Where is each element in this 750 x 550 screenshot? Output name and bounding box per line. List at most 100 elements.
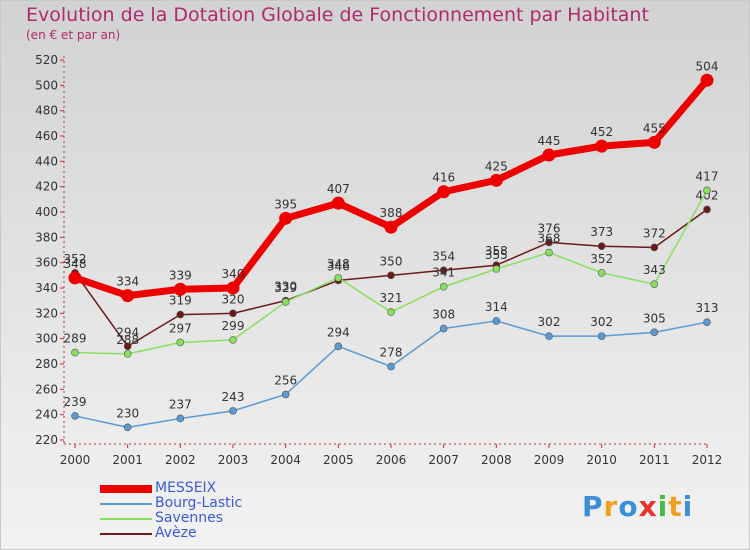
data-point bbox=[703, 318, 711, 327]
data-point bbox=[703, 186, 711, 195]
legend-label: Bourg-Lastic bbox=[155, 495, 243, 511]
data-label: 305 bbox=[643, 311, 666, 325]
data-point bbox=[439, 324, 448, 333]
data-point bbox=[281, 298, 290, 306]
data-label: 352 bbox=[590, 252, 613, 266]
x-tick-label: 2000 bbox=[60, 453, 91, 467]
data-point bbox=[331, 196, 345, 210]
data-point bbox=[439, 266, 448, 275]
x-tick-label: 2002 bbox=[165, 453, 196, 467]
data-label: 321 bbox=[380, 291, 403, 305]
data-point bbox=[647, 135, 661, 149]
data-label: 341 bbox=[432, 266, 455, 280]
y-tick-label: 500 bbox=[35, 78, 58, 92]
data-label: 308 bbox=[432, 308, 455, 322]
data-point bbox=[123, 350, 132, 358]
chart-title: Evolution de la Dotation Globale de Fonc… bbox=[26, 4, 649, 26]
data-label: 388 bbox=[380, 206, 403, 220]
legend-label: MESSEIX bbox=[155, 480, 217, 496]
data-label: 334 bbox=[116, 275, 139, 289]
data-point bbox=[281, 390, 290, 399]
data-label: 289 bbox=[64, 332, 87, 346]
data-label: 346 bbox=[327, 259, 350, 273]
data-label: 319 bbox=[169, 294, 192, 308]
data-point bbox=[545, 248, 553, 257]
data-point bbox=[597, 268, 606, 277]
data-label: 452 bbox=[590, 125, 613, 139]
data-label: 373 bbox=[590, 225, 613, 239]
data-point bbox=[387, 362, 395, 371]
data-point bbox=[176, 414, 185, 423]
y-tick-label: 420 bbox=[35, 180, 58, 194]
data-point bbox=[176, 338, 185, 347]
data-point bbox=[545, 238, 553, 247]
data-label: 299 bbox=[222, 319, 245, 333]
legend-swatch bbox=[100, 503, 152, 505]
data-label: 416 bbox=[432, 171, 455, 185]
x-tick-label: 2008 bbox=[481, 453, 512, 467]
data-label: 302 bbox=[590, 315, 613, 329]
data-label: 376 bbox=[538, 221, 561, 235]
data-point bbox=[123, 423, 132, 432]
data-label: 302 bbox=[538, 315, 561, 329]
data-point bbox=[492, 317, 501, 325]
data-label: 297 bbox=[169, 321, 192, 335]
data-label: 330 bbox=[274, 280, 297, 294]
data-label: 256 bbox=[274, 373, 297, 387]
legend-swatch bbox=[100, 533, 152, 535]
data-point bbox=[542, 148, 556, 162]
data-label: 230 bbox=[116, 406, 139, 420]
x-tick-label: 2005 bbox=[323, 453, 354, 467]
y-tick-label: 220 bbox=[35, 433, 58, 447]
data-point bbox=[597, 242, 606, 250]
data-label: 294 bbox=[116, 325, 139, 339]
y-tick-label: 320 bbox=[35, 306, 58, 320]
data-label: 358 bbox=[485, 244, 508, 258]
data-point bbox=[71, 412, 79, 420]
y-tick-label: 260 bbox=[35, 382, 58, 396]
data-label: 407 bbox=[327, 182, 350, 196]
data-point bbox=[437, 185, 451, 199]
data-point bbox=[650, 280, 659, 289]
y-tick-label: 280 bbox=[35, 357, 58, 371]
data-point bbox=[334, 274, 343, 282]
legend-swatch bbox=[100, 518, 152, 520]
data-point bbox=[229, 309, 237, 318]
data-label: 294 bbox=[327, 325, 350, 339]
data-point bbox=[597, 332, 606, 340]
data-label: 313 bbox=[696, 301, 719, 315]
data-point bbox=[173, 282, 187, 296]
data-label: 445 bbox=[538, 134, 561, 148]
data-point bbox=[387, 271, 395, 280]
data-point bbox=[279, 211, 293, 225]
data-point bbox=[384, 220, 398, 234]
data-label: 320 bbox=[222, 292, 245, 306]
legend-label: Savennes bbox=[155, 510, 224, 526]
data-point bbox=[700, 73, 714, 87]
data-label: 368 bbox=[538, 232, 561, 246]
data-point bbox=[68, 271, 82, 285]
data-point bbox=[650, 328, 659, 337]
data-label: 425 bbox=[485, 159, 508, 173]
data-point bbox=[123, 342, 132, 351]
x-tick-label: 2001 bbox=[112, 453, 143, 467]
data-label: 504 bbox=[696, 59, 719, 73]
data-point bbox=[545, 332, 553, 340]
data-point bbox=[489, 173, 503, 187]
data-point bbox=[176, 310, 185, 319]
data-label: 239 bbox=[64, 395, 87, 409]
data-point bbox=[492, 265, 501, 273]
data-label: 339 bbox=[169, 268, 192, 282]
y-tick-label: 520 bbox=[35, 53, 58, 67]
data-point bbox=[121, 289, 135, 303]
data-label: 355 bbox=[485, 248, 508, 262]
y-tick-label: 340 bbox=[35, 281, 58, 295]
data-label: 243 bbox=[222, 390, 245, 404]
data-label: 343 bbox=[643, 263, 666, 277]
data-label: 417 bbox=[696, 169, 719, 183]
x-tick-label: 2009 bbox=[534, 453, 565, 467]
legend-label: Avèze bbox=[155, 525, 197, 541]
y-tick-label: 400 bbox=[35, 205, 58, 219]
